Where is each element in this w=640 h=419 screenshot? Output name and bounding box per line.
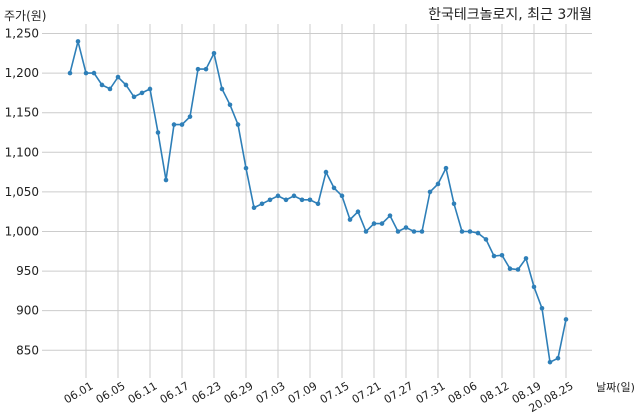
data-point	[195, 66, 201, 72]
data-point	[187, 114, 193, 119]
y-tick-label: 900	[16, 304, 39, 318]
data-point	[75, 39, 81, 44]
data-point	[363, 229, 369, 234]
data-point	[355, 209, 361, 214]
x-tick-label: 06.17	[158, 379, 192, 406]
data-point	[283, 197, 289, 203]
x-tick-label: 06.29	[222, 379, 256, 406]
data-point	[163, 177, 169, 183]
y-tick-label: 1,000	[5, 224, 39, 238]
data-point	[539, 306, 545, 311]
data-point	[107, 86, 113, 92]
data-point	[483, 237, 489, 242]
data-point	[395, 229, 401, 234]
data-point	[155, 130, 161, 135]
data-point	[235, 122, 241, 127]
x-axis-ticks: 06.0106.0506.1106.1706.2306.2907.0307.09…	[62, 379, 576, 415]
data-point	[339, 193, 345, 199]
data-point	[315, 201, 321, 207]
data-point	[99, 82, 105, 88]
data-point	[443, 165, 449, 171]
data-point	[323, 169, 329, 175]
data-point	[251, 205, 257, 211]
data-point	[467, 229, 473, 234]
data-point	[299, 197, 305, 203]
data-point	[507, 266, 513, 272]
data-point	[531, 284, 537, 290]
data-point	[259, 201, 265, 207]
data-point	[123, 82, 129, 88]
data-point	[291, 193, 297, 199]
data-point	[379, 221, 385, 226]
data-point	[563, 317, 569, 322]
data-point	[203, 66, 209, 72]
data-point	[451, 201, 457, 207]
y-tick-label: 950	[16, 264, 39, 278]
data-point	[371, 221, 377, 226]
data-point	[459, 229, 465, 234]
data-point	[219, 86, 225, 92]
data-point	[427, 189, 433, 195]
data-point	[547, 359, 553, 365]
data-point	[475, 230, 481, 236]
x-tick-label: 06.05	[94, 379, 128, 406]
data-point	[419, 229, 425, 234]
data-point	[387, 213, 393, 218]
x-tick-label: 07.09	[286, 379, 320, 406]
data-point	[131, 94, 137, 100]
data-point	[523, 256, 529, 261]
x-tick-label: 08.12	[478, 379, 512, 406]
chart-title: 한국테크놀로지, 최근 3개월	[428, 7, 592, 23]
data-point	[275, 193, 281, 199]
data-point	[67, 70, 73, 76]
price-points	[67, 39, 569, 365]
x-tick-label: 08.06	[446, 379, 480, 406]
x-tick-label: 06.23	[190, 379, 224, 406]
data-point	[139, 90, 145, 96]
data-point	[515, 267, 521, 272]
x-tick-label: 07.03	[254, 379, 288, 406]
data-point	[83, 70, 89, 76]
data-point	[491, 253, 497, 259]
y-tick-label: 1,050	[5, 185, 39, 199]
data-point	[91, 70, 97, 76]
data-point	[307, 197, 313, 203]
y-axis-label: 주가(원)	[4, 9, 46, 23]
x-tick-label: 07.31	[414, 379, 448, 406]
data-point	[211, 51, 217, 56]
y-tick-label: 1,200	[5, 66, 39, 80]
x-tick-label: 07.21	[350, 379, 384, 406]
data-point	[411, 229, 417, 234]
y-tick-label: 1,150	[5, 106, 39, 120]
data-point	[147, 86, 153, 92]
data-point	[435, 181, 441, 187]
data-point	[347, 217, 353, 222]
y-tick-label: 1,250	[5, 27, 39, 41]
y-axis-ticks: 850 900 950 1,000 1,050 1,100 1,150 1,200 1,250	[5, 27, 39, 358]
data-point	[179, 122, 185, 127]
x-tick-label: 07.27	[382, 379, 416, 406]
data-point	[267, 197, 273, 203]
data-point	[243, 165, 249, 171]
data-point	[227, 102, 233, 108]
x-tick-label: 06.01	[62, 379, 96, 406]
x-tick-label: 06.11	[126, 379, 160, 406]
data-point	[331, 185, 337, 191]
data-point	[499, 252, 505, 258]
data-point	[171, 122, 177, 127]
y-tick-label: 1,100	[5, 145, 39, 159]
data-point	[115, 74, 121, 80]
y-tick-label: 850	[16, 343, 39, 357]
data-point	[555, 355, 561, 361]
grid-lines	[42, 24, 592, 378]
data-point	[403, 225, 409, 230]
x-axis-label: 날짜(일)	[596, 380, 635, 394]
x-tick-label: 07.15	[318, 379, 352, 406]
